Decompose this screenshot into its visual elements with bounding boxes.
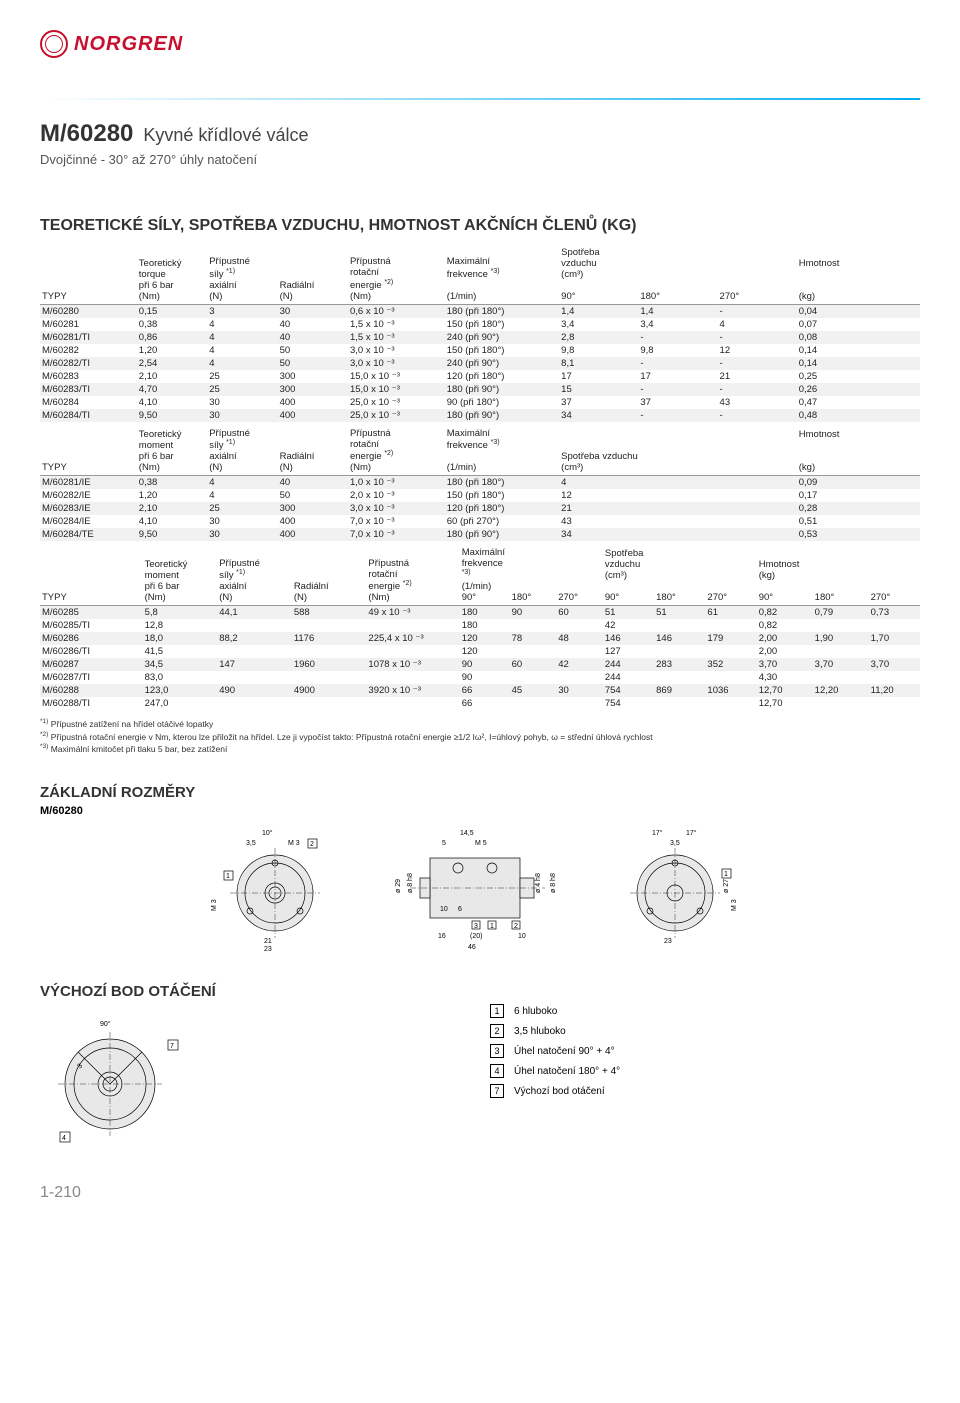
table-row: M/60281/TI0,864401,5 x 10 ⁻³240 (při 90°… bbox=[40, 331, 920, 344]
svg-text:4: 4 bbox=[62, 1135, 66, 1142]
svg-text:(20): (20) bbox=[470, 933, 482, 940]
svg-text:21: 21 bbox=[264, 938, 272, 945]
table-row: M/60282/TI2,544503,0 x 10 ⁻³240 (při 90°… bbox=[40, 357, 920, 370]
svg-text:3: 3 bbox=[474, 923, 478, 930]
product-code: M/60280 bbox=[40, 120, 133, 148]
title-line: M/60280 Kyvné křídlové válce bbox=[40, 120, 920, 148]
svg-text:17°: 17° bbox=[686, 829, 697, 837]
drawing-front: 10° 3,5 M 3 2 1 M 3 21 23 bbox=[210, 823, 350, 953]
dimensions-heading: ZÁKLADNÍ ROZMĚRY bbox=[40, 784, 920, 801]
accent-bar bbox=[40, 98, 920, 100]
svg-text:ø 29: ø 29 bbox=[395, 879, 402, 893]
logo-icon bbox=[40, 30, 68, 58]
product-name: Kyvné křídlové válce bbox=[143, 125, 308, 146]
page-number: 1-210 bbox=[40, 1184, 920, 1202]
svg-text:M 3: M 3 bbox=[288, 840, 300, 847]
svg-text:M 5: M 5 bbox=[475, 840, 487, 847]
spec-table-3: TYPY Teoretickýmomentpři 6 bar(Nm) Přípu… bbox=[40, 541, 920, 710]
svg-text:10°: 10° bbox=[262, 829, 273, 837]
table-row: M/602800,153300,6 x 10 ⁻³180 (při 180°)1… bbox=[40, 304, 920, 318]
rotation-heading: VÝCHOZÍ BOD OTÁČENÍ bbox=[40, 983, 920, 1000]
svg-text:6: 6 bbox=[458, 906, 462, 913]
svg-text:2: 2 bbox=[310, 841, 314, 848]
footnotes: *1) Přípustné zatížení na hřídel otáčivé… bbox=[40, 718, 920, 754]
table-row: M/60284/TE9,50304007,0 x 10 ⁻³180 (při 9… bbox=[40, 528, 920, 541]
svg-text:17°: 17° bbox=[652, 829, 663, 837]
legend-item: 7Výchozí bod otáčení bbox=[490, 1084, 620, 1098]
svg-text:1: 1 bbox=[724, 871, 728, 878]
svg-text:ø 4 h8: ø 4 h8 bbox=[535, 873, 542, 893]
section-heading: TEORETICKÉ SÍLY, SPOTŘEBA VZDUCHU, HMOTN… bbox=[40, 217, 920, 235]
product-subtitle: Dvojčinné - 30° až 270° úhly natočení bbox=[40, 152, 920, 167]
hdr-typy: TYPY bbox=[42, 291, 67, 302]
table-row: M/60282/IE1,204502,0 x 10 ⁻³150 (při 180… bbox=[40, 489, 920, 502]
svg-text:ø 27: ø 27 bbox=[723, 879, 730, 893]
table-row: M/60284/TI9,503040025,0 x 10 ⁻³180 (při … bbox=[40, 409, 920, 422]
table-row: M/602855,844,158849 x 10 ⁻³1809060515161… bbox=[40, 605, 920, 619]
svg-text:M 3: M 3 bbox=[211, 900, 218, 912]
table-row: M/6028734,514719601078 x 10 ⁻³9060422442… bbox=[40, 658, 920, 671]
svg-text:46: 46 bbox=[468, 944, 476, 951]
svg-text:23: 23 bbox=[264, 946, 272, 953]
table-header-row: TYPY Teoretickýtorquepři 6 bar(Nm) Přípu… bbox=[40, 245, 920, 304]
table-row: M/60285/TI12,8180420,82 bbox=[40, 619, 920, 632]
table-row: M/602821,204503,0 x 10 ⁻³150 (při 180°)9… bbox=[40, 344, 920, 357]
table-row: M/60283/IE2,10253003,0 x 10 ⁻³120 (při 1… bbox=[40, 502, 920, 515]
svg-text:5: 5 bbox=[442, 840, 446, 847]
brand-logo: NORGREN bbox=[40, 30, 920, 58]
drawing-side: 14,5 5 M 5 ø 29 ø 8 h8 ø 4 h8 ø 8 h8 10 … bbox=[380, 823, 580, 953]
svg-text:1: 1 bbox=[490, 923, 494, 930]
table-row: M/60281/IE0,384401,0 x 10 ⁻³180 (při 180… bbox=[40, 475, 920, 489]
svg-text:3,5: 3,5 bbox=[670, 840, 680, 847]
legend-item: 23,5 hluboko bbox=[490, 1024, 620, 1038]
table-row: M/60287/TI83,0902444,30 bbox=[40, 671, 920, 684]
spec-table-2: TYPY Teoretickýmomentpři 6 bar(Nm) Přípu… bbox=[40, 422, 920, 541]
footnote-1: Přípustné zatížení na hřídel otáčivé lop… bbox=[51, 719, 214, 729]
svg-text:14,5: 14,5 bbox=[460, 830, 474, 837]
footnote-2: Přípustná rotační energie v Nm, kterou l… bbox=[51, 731, 653, 741]
table-row: M/60283/TI4,702530015,0 x 10 ⁻³180 (při … bbox=[40, 383, 920, 396]
legend: 16 hluboko 23,5 hluboko 3Úhel natočení 90°… bbox=[490, 1004, 620, 1104]
svg-text:2: 2 bbox=[514, 923, 518, 930]
svg-text:1: 1 bbox=[226, 873, 230, 880]
table-row: M/60288/TI247,06675412,70 bbox=[40, 697, 920, 710]
svg-text:90°: 90° bbox=[100, 1020, 111, 1028]
drawing-rear: 17° 17° 3,5 1 M 3 ø 27 23 bbox=[610, 823, 750, 953]
legend-item: 3Úhel natočení 90° + 4° bbox=[490, 1044, 620, 1058]
svg-text:3,5: 3,5 bbox=[246, 840, 256, 847]
svg-text:10: 10 bbox=[518, 933, 526, 940]
svg-text:23: 23 bbox=[664, 938, 672, 945]
legend-item: 4Úhel natočení 180° + 4° bbox=[490, 1064, 620, 1078]
table-row: M/60288123,049049003920 x 10 ⁻³664530754… bbox=[40, 684, 920, 697]
table-row: M/602844,103040025,0 x 10 ⁻³90 (při 180°… bbox=[40, 396, 920, 409]
table-row: M/602832,102530015,0 x 10 ⁻³120 (při 180… bbox=[40, 370, 920, 383]
svg-text:16: 16 bbox=[438, 933, 446, 940]
table-header-row: TYPY Teoretickýmomentpři 6 bar(Nm) Přípu… bbox=[40, 422, 920, 476]
table-row: M/6028618,088,21176225,4 x 10 ⁻³12078481… bbox=[40, 632, 920, 645]
svg-text:ø 8 h8: ø 8 h8 bbox=[550, 873, 557, 893]
svg-text:10: 10 bbox=[440, 906, 448, 913]
footnote-3: Maximální kmitočet při tlaku 5 bar, bez … bbox=[51, 744, 228, 754]
table-row: M/60286/TI41,51201272,00 bbox=[40, 645, 920, 658]
table-row: M/60284/IE4,10304007,0 x 10 ⁻³60 (při 27… bbox=[40, 515, 920, 528]
dimensions-code: M/60280 bbox=[40, 805, 920, 817]
brand-text: NORGREN bbox=[74, 33, 183, 56]
drawing-row: 10° 3,5 M 3 2 1 M 3 21 23 14,5 5 M 5 ø 2… bbox=[40, 823, 920, 953]
svg-text:M 3: M 3 bbox=[731, 900, 738, 912]
drawing-rotation: 90° 7 4 3 bbox=[40, 1004, 200, 1154]
svg-text:7: 7 bbox=[170, 1043, 174, 1050]
svg-text:ø 8 h8: ø 8 h8 bbox=[407, 873, 414, 893]
spec-table-1: TYPY Teoretickýtorquepři 6 bar(Nm) Přípu… bbox=[40, 245, 920, 422]
legend-item: 16 hluboko bbox=[490, 1004, 620, 1018]
table-header-row: TYPY Teoretickýmomentpři 6 bar(Nm) Přípu… bbox=[40, 541, 920, 606]
table-row: M/602810,384401,5 x 10 ⁻³150 (při 180°)3… bbox=[40, 318, 920, 331]
